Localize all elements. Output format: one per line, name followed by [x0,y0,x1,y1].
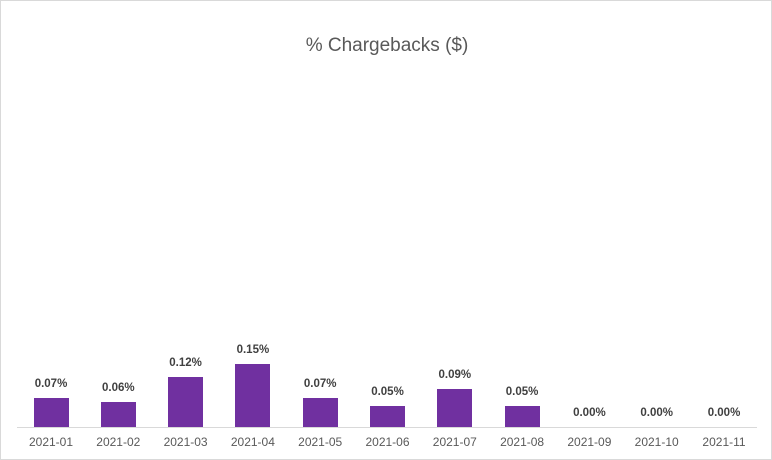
data-label: 0.05% [371,386,404,398]
data-label: 0.00% [573,407,606,419]
chart-title: % Chargebacks ($) [305,35,469,56]
bar-2021-03 [168,377,204,427]
data-label: 0.07% [34,378,68,390]
bar-2021-06 [370,406,405,427]
x-tick-label: 2021-09 [567,435,612,449]
data-label: 0.09% [438,369,472,381]
data-label: 0.07% [303,378,337,390]
bar-2021-04 [235,364,271,427]
data-label: 0.06% [101,382,135,394]
bar-2021-02 [100,402,136,427]
bar-2021-01 [33,398,69,427]
bar-2021-07 [437,389,473,427]
x-tick-label: 2021-11 [702,435,746,449]
data-label: 0.00% [640,407,673,419]
x-axis-line [17,427,757,428]
data-label: 0.05% [505,386,539,398]
x-tick-label: 2021-04 [230,435,275,449]
x-tick-label: 2021-10 [634,435,679,449]
x-tick-label: 2021-08 [500,435,545,449]
x-tick-label: 2021-07 [432,435,477,449]
x-tick-label: 2021-03 [163,435,208,449]
data-label: 0.00% [707,407,741,419]
x-tick-label: 2021-06 [365,435,410,449]
data-label: 0.15% [236,344,270,356]
bar-2021-05 [302,398,338,427]
x-tick-label: 2021-05 [298,435,343,449]
x-tick-label: 2021-02 [96,435,141,449]
data-label: 0.12% [169,357,202,369]
x-tick-label: 2021-01 [28,435,74,449]
bar-2021-08 [504,406,540,427]
